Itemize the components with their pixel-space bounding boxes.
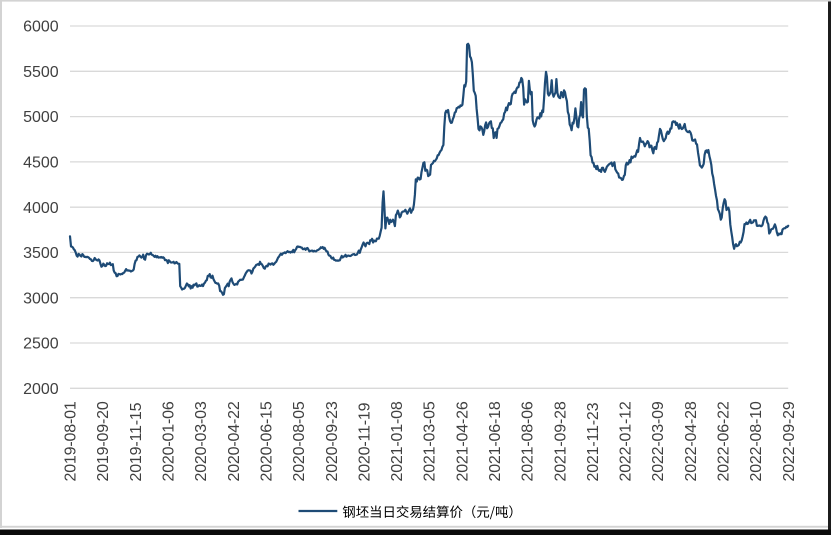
svg-text:2020-01-06: 2020-01-06 — [161, 401, 178, 481]
svg-text:6000: 6000 — [23, 19, 59, 36]
svg-text:2022-04-28: 2022-04-28 — [683, 401, 700, 481]
svg-text:2021-01-08: 2021-01-08 — [389, 401, 406, 481]
svg-text:2019-08-01: 2019-08-01 — [63, 401, 80, 481]
svg-text:5500: 5500 — [23, 64, 59, 81]
svg-text:2020-03-03: 2020-03-03 — [193, 401, 210, 481]
svg-text:2021-03-05: 2021-03-05 — [422, 401, 439, 481]
svg-text:2022-01-12: 2022-01-12 — [618, 401, 635, 481]
svg-text:2021-04-26: 2021-04-26 — [454, 401, 471, 481]
svg-text:2021-06-18: 2021-06-18 — [487, 401, 504, 481]
svg-text:4000: 4000 — [23, 200, 59, 217]
svg-text:2020-04-22: 2020-04-22 — [226, 401, 243, 481]
svg-text:4500: 4500 — [23, 155, 59, 172]
svg-text:2020-09-23: 2020-09-23 — [324, 401, 341, 481]
svg-text:2019-09-20: 2019-09-20 — [95, 401, 112, 481]
svg-text:2021-11-23: 2021-11-23 — [585, 402, 602, 481]
svg-text:3500: 3500 — [23, 245, 59, 262]
svg-text:2000: 2000 — [23, 381, 59, 398]
svg-text:2022-08-10: 2022-08-10 — [748, 401, 765, 481]
svg-text:2019-11-15: 2019-11-15 — [128, 402, 145, 481]
svg-text:2022-03-09: 2022-03-09 — [650, 401, 667, 481]
svg-text:2500: 2500 — [23, 336, 59, 353]
svg-text:2020-11-19: 2020-11-19 — [356, 402, 373, 481]
svg-text:2020-08-05: 2020-08-05 — [291, 401, 308, 481]
svg-text:2020-06-15: 2020-06-15 — [259, 401, 276, 481]
svg-text:2021-08-06: 2021-08-06 — [520, 401, 537, 481]
svg-text:2022-09-29: 2022-09-29 — [781, 401, 798, 481]
svg-text:2021-09-28: 2021-09-28 — [552, 401, 569, 481]
svg-text:2022-06-22: 2022-06-22 — [716, 401, 733, 481]
svg-text:3000: 3000 — [23, 290, 59, 307]
svg-text:5000: 5000 — [23, 109, 59, 126]
